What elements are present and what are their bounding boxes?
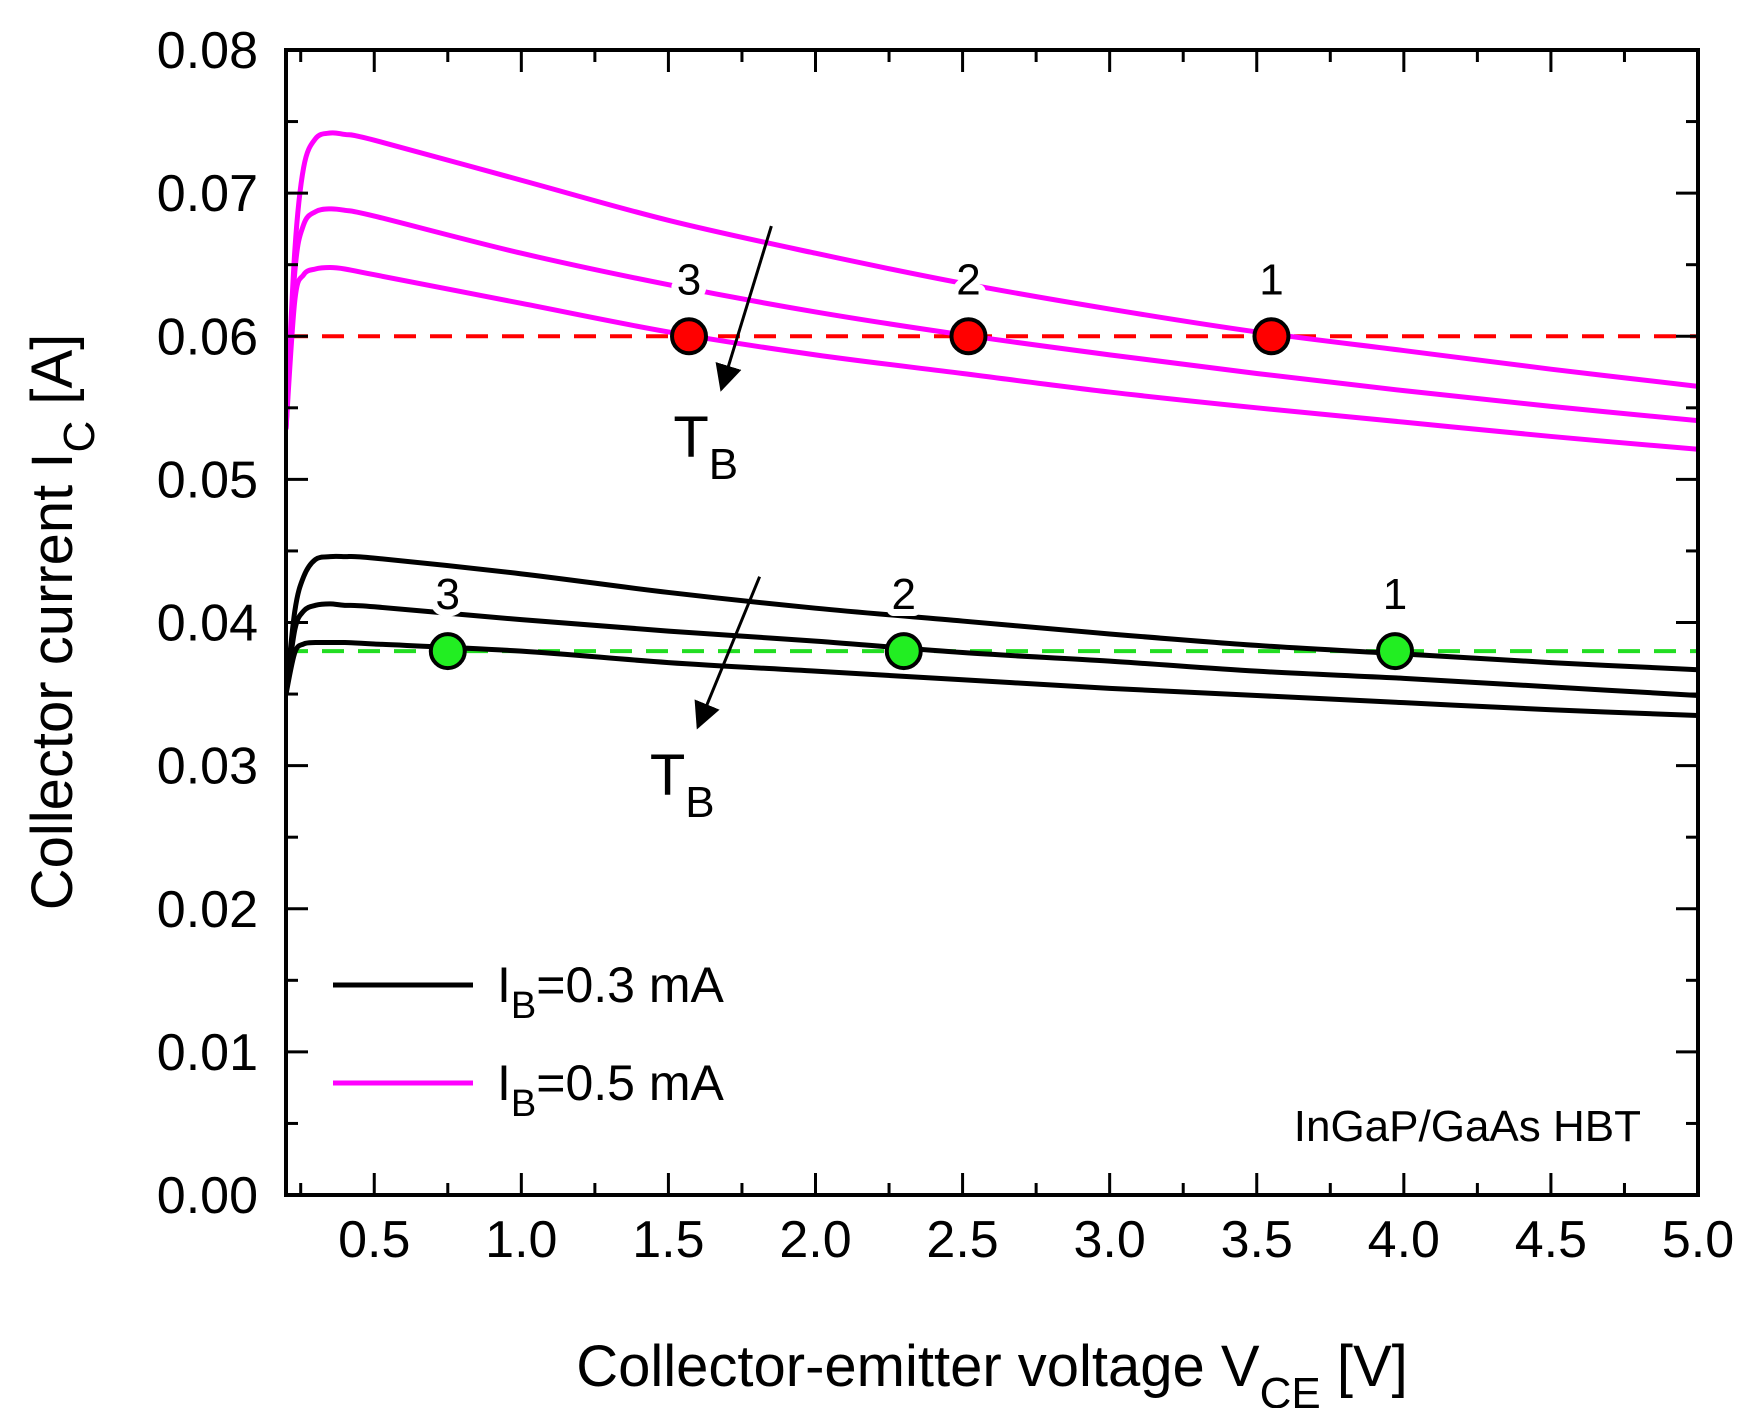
curve-line [286, 265, 1698, 452]
axis-ticks: 0.5 1.0 1.5 2.0 2.5 3.0 3.5 4.0 4.5 5.0 0.00 0.01 0.… [157, 22, 1734, 1269]
x-tick-label: 1.0 [485, 1211, 557, 1269]
y-tick-label: 0.06 [157, 308, 258, 366]
tb-label: TB [650, 743, 715, 827]
operating-point-label: 2 [892, 570, 916, 619]
operating-point-label: 3 [677, 255, 701, 304]
x-axis-title: Collector-emitter voltage VCE [V] [576, 1334, 1408, 1408]
operating-point-marker [428, 632, 467, 671]
y-tick-label: 0.02 [157, 881, 258, 939]
x-tick-label: 4.5 [1515, 1211, 1587, 1269]
operating-point-label: 1 [1259, 255, 1283, 304]
x-tick-label: 0.5 [338, 1211, 410, 1269]
y-tick-label: 0.07 [157, 165, 258, 223]
legend-label-ib-0.3: IB=0.3 mA [497, 957, 725, 1027]
operating-point-marker [1252, 317, 1291, 356]
temperature-arrow [694, 576, 761, 730]
temperature-arrows: TB TB [650, 225, 773, 827]
operating-point-marker [670, 317, 709, 356]
y-tick-label: 0.00 [157, 1167, 258, 1225]
operating-point-label: 2 [956, 255, 980, 304]
curve-line [286, 130, 1698, 430]
curve-line [286, 206, 1698, 430]
x-tick-label: 5.0 [1662, 1211, 1734, 1269]
legend: IB=0.3 mA IB=0.5 mA [333, 957, 725, 1125]
y-tick-label: 0.03 [157, 738, 258, 796]
y-tick-label: 0.05 [157, 451, 258, 509]
reference-lines [286, 334, 1698, 654]
x-tick-label: 4.0 [1368, 1211, 1440, 1269]
operating-point-label: 1 [1383, 570, 1407, 619]
legend-label-ib-0.5: IB=0.5 mA [497, 1055, 725, 1125]
device-annotation: InGaP/GaAs HBT [1294, 1102, 1641, 1151]
curve-line [286, 639, 1698, 719]
x-tick-label: 1.5 [632, 1211, 704, 1269]
y-tick-label: 0.01 [157, 1024, 258, 1082]
tb-label: TB [673, 405, 738, 489]
operating-point-marker [884, 632, 923, 671]
operating-point-label: 3 [436, 570, 460, 619]
operating-points: 3 2 1 3 2 1 [428, 248, 1415, 671]
x-tick-label: 2.0 [779, 1211, 851, 1269]
x-tick-label: 3.0 [1074, 1211, 1146, 1269]
iv-curves [286, 130, 1698, 719]
x-tick-label: 3.5 [1221, 1211, 1293, 1269]
y-tick-label: 0.08 [157, 22, 258, 80]
operating-point-marker [949, 317, 988, 356]
x-tick-label: 2.5 [926, 1211, 998, 1269]
y-axis-title: Collector current IC [A] [20, 334, 104, 911]
y-tick-label: 0.04 [157, 595, 258, 653]
temperature-arrow [715, 225, 773, 392]
curve-line [286, 553, 1698, 695]
operating-point-marker [1376, 632, 1415, 671]
